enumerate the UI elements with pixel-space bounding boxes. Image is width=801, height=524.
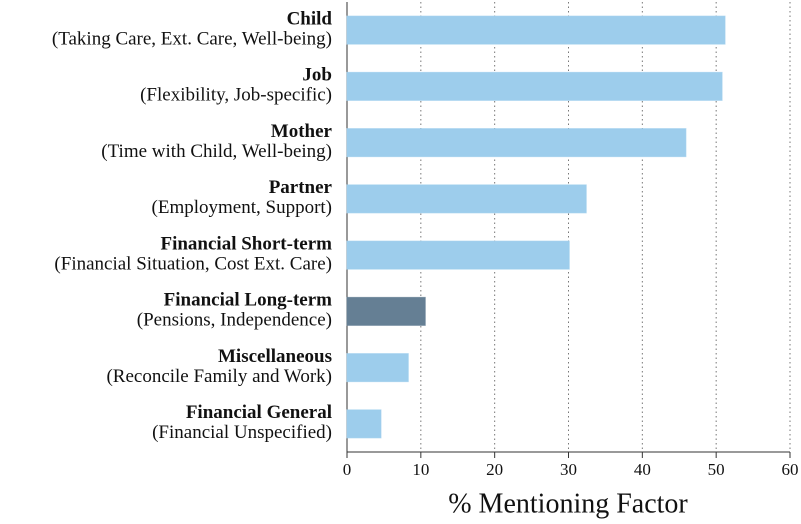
category-detail: (Time with Child, Well-being) bbox=[101, 141, 332, 162]
x-tick-label: 30 bbox=[560, 460, 577, 479]
category-detail: (Pensions, Independence) bbox=[137, 310, 332, 331]
category-detail: (Flexibility, Job-specific) bbox=[140, 85, 332, 106]
bar bbox=[346, 184, 587, 214]
x-tick-label: 40 bbox=[634, 460, 651, 479]
category-detail: (Taking Care, Ext. Care, Well-being) bbox=[52, 28, 332, 49]
category-detail: (Financial Situation, Cost Ext. Care) bbox=[54, 253, 332, 274]
x-tick-label: 0 bbox=[343, 460, 352, 479]
x-tick-label: 60 bbox=[782, 460, 799, 479]
category-label: Job bbox=[302, 65, 332, 86]
x-tick-label: 20 bbox=[486, 460, 503, 479]
category-detail: (Financial Unspecified) bbox=[152, 422, 332, 443]
category-label: Mother bbox=[271, 121, 333, 142]
bar bbox=[346, 71, 723, 101]
category-detail: (Reconcile Family and Work) bbox=[106, 366, 332, 387]
category-detail: (Employment, Support) bbox=[152, 197, 332, 218]
category-label: Partner bbox=[269, 177, 333, 198]
category-label: Financial Short-term bbox=[160, 233, 332, 254]
category-label: Child bbox=[287, 8, 333, 29]
x-tick-label: 50 bbox=[708, 460, 725, 479]
bar bbox=[346, 353, 409, 383]
category-label: Financial Long-term bbox=[164, 290, 333, 311]
category-label: Financial General bbox=[186, 402, 332, 423]
bar bbox=[346, 240, 570, 270]
x-tick-label: 10 bbox=[412, 460, 429, 479]
category-label: Miscellaneous bbox=[218, 346, 332, 367]
bar bbox=[346, 128, 687, 158]
bar bbox=[346, 296, 426, 326]
bar bbox=[346, 15, 726, 45]
bar bbox=[346, 409, 382, 439]
x-axis-label: % Mentioning Factor bbox=[448, 488, 688, 519]
